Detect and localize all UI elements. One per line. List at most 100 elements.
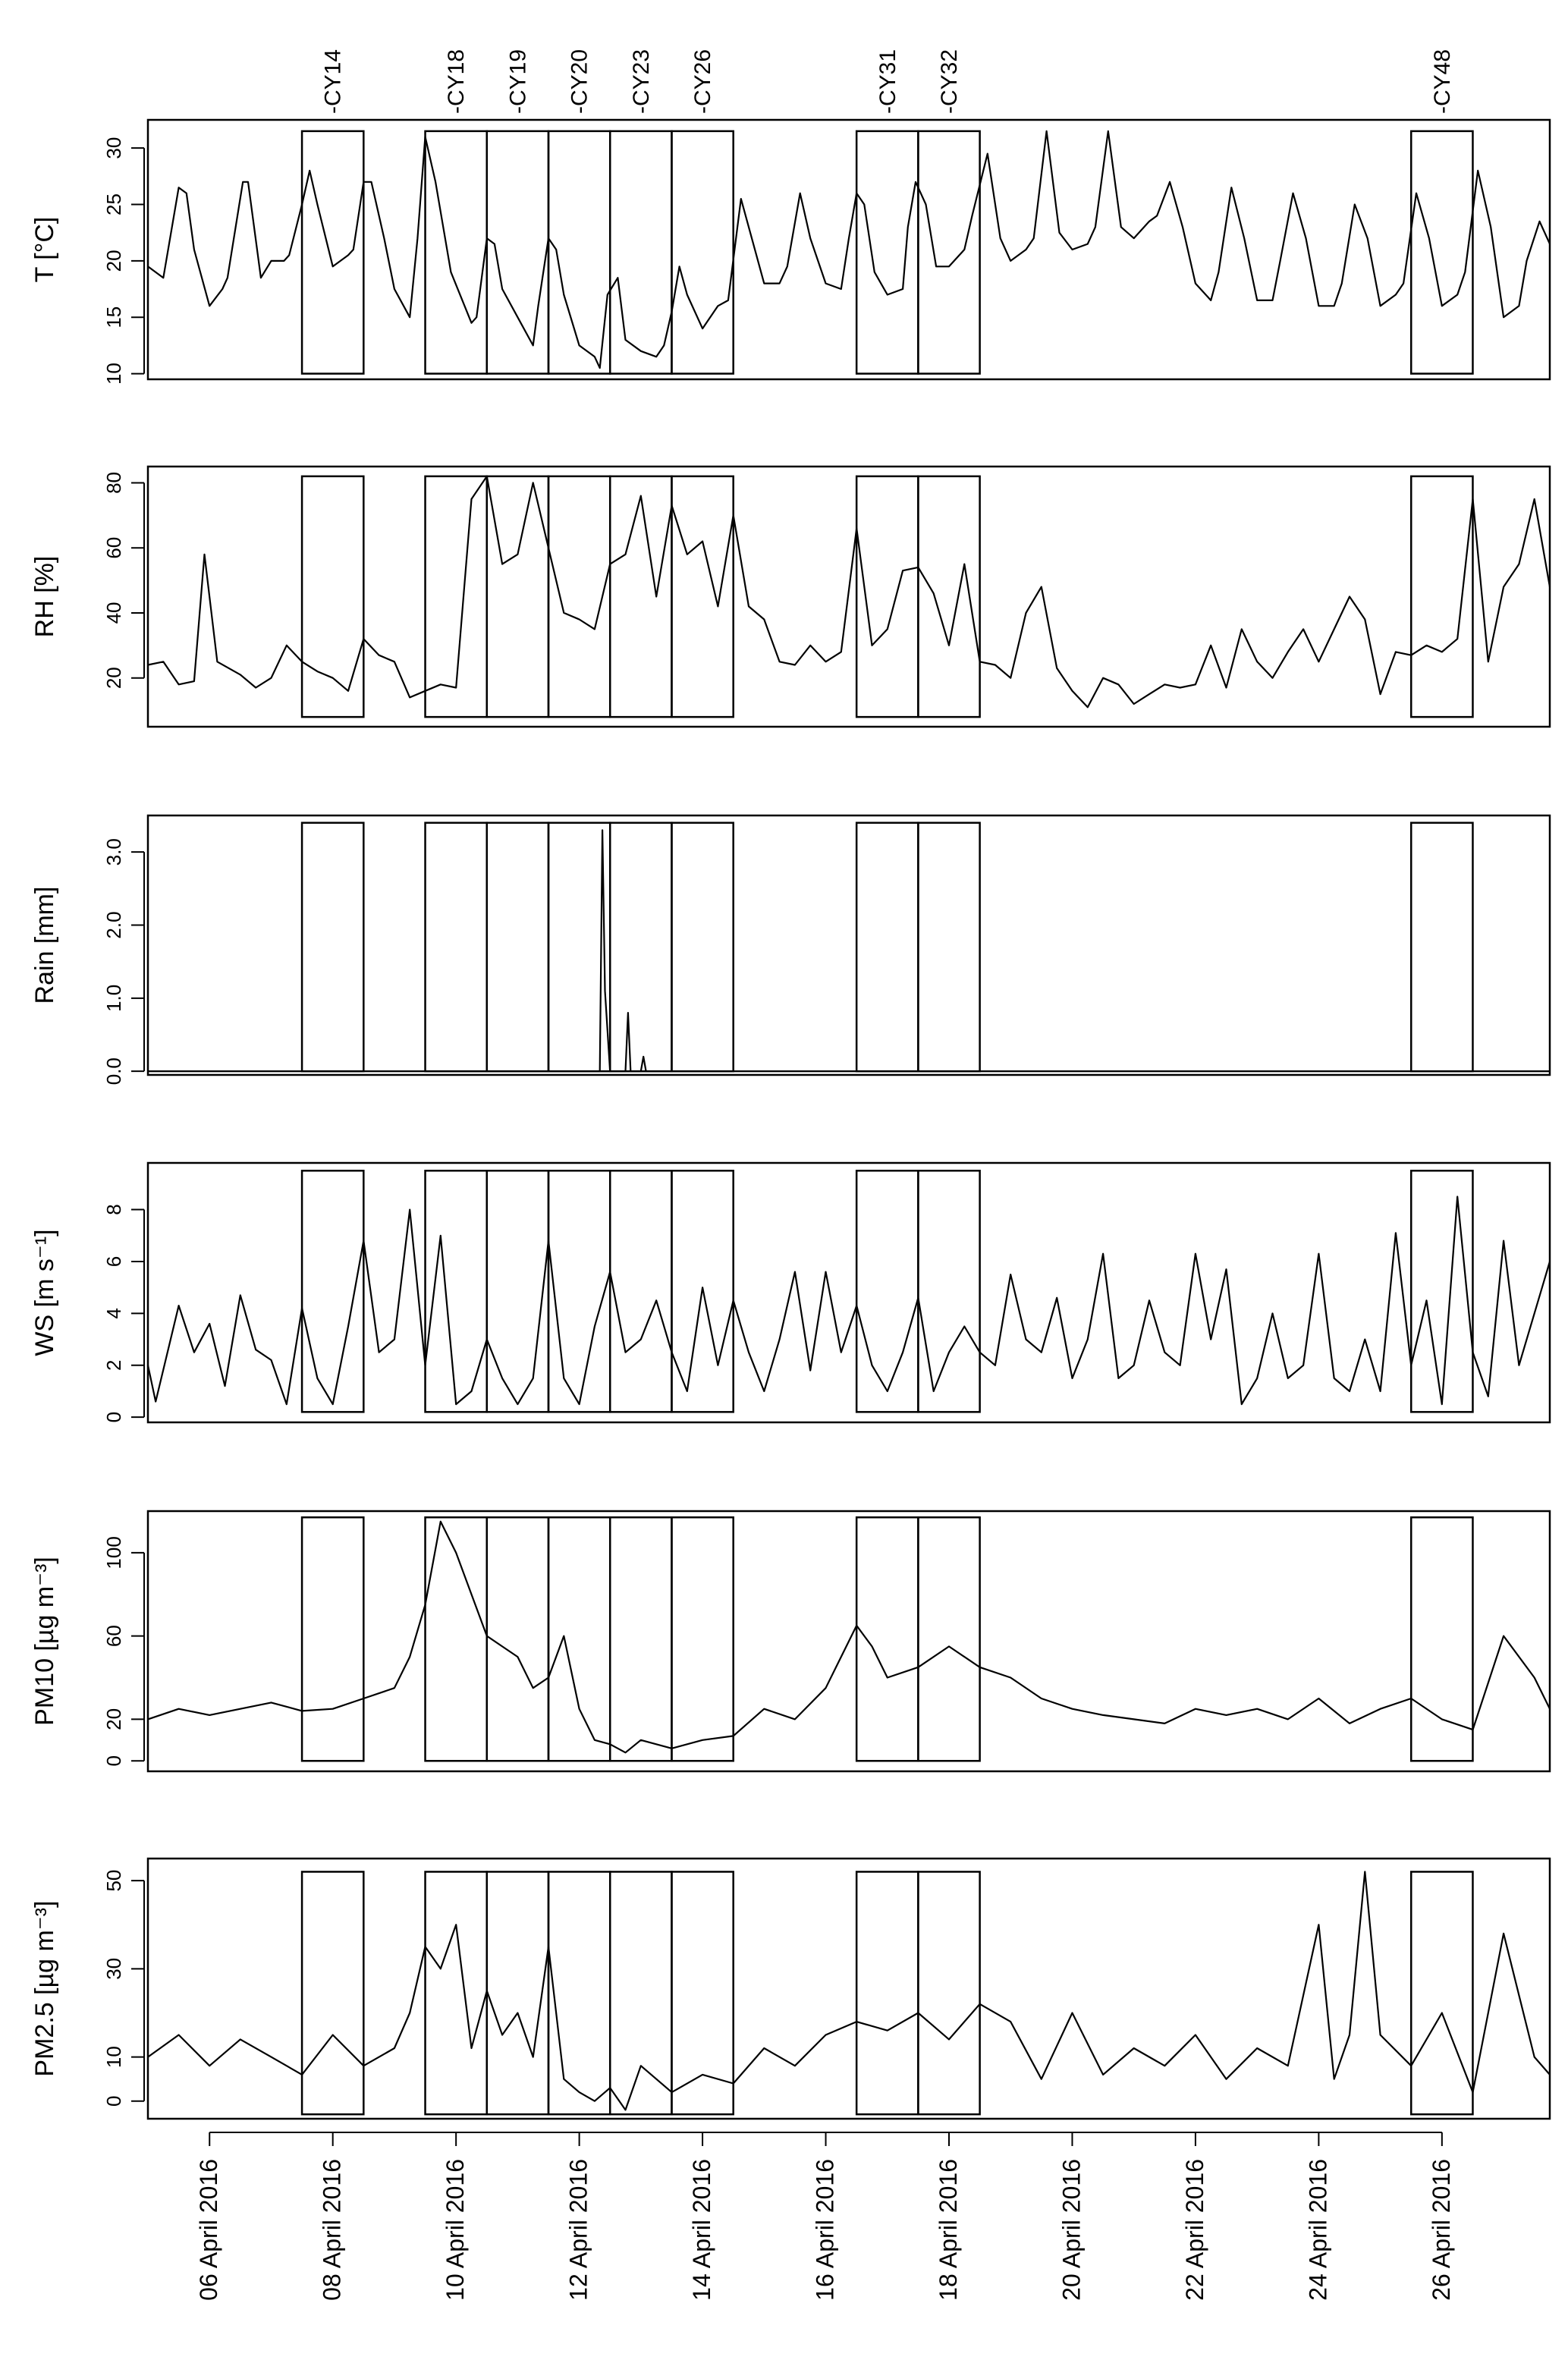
- event-box-PM10: [485, 1516, 550, 1762]
- x-tick-label: 14 April 2016: [688, 2159, 715, 2301]
- event-box-RH: [1409, 475, 1474, 718]
- event-box-PM10: [608, 1516, 673, 1762]
- x-tick-label: 18 April 2016: [935, 2159, 962, 2301]
- event-box-T: [855, 130, 919, 375]
- y-tick-label-Rain: 3.0: [102, 838, 125, 866]
- y-tick-label-T: 30: [102, 137, 125, 159]
- event-box-RH: [547, 475, 611, 718]
- plot-frame-RH: [146, 465, 1551, 728]
- y-tick-label-Rain: 0.0: [102, 1057, 125, 1085]
- event-box-PM10: [671, 1516, 734, 1762]
- y-tick-label-PM10: 60: [102, 1625, 125, 1647]
- x-tick-label: 08 April 2016: [319, 2159, 346, 2301]
- event-box-Rain: [1409, 822, 1474, 1073]
- event-label: -CY23: [629, 49, 654, 114]
- y-tick-label-Rain: 2.0: [102, 911, 125, 938]
- y-tick-label-PM25: 50: [102, 1870, 125, 1892]
- event-box-Rain: [671, 822, 734, 1073]
- y-tick-label-WS: 4: [102, 1308, 125, 1318]
- event-box-T: [608, 130, 673, 375]
- event-box-PM25: [424, 1871, 489, 2116]
- event-box-RH: [917, 475, 981, 718]
- y-tick-label-PM25: 10: [102, 2046, 125, 2068]
- series-line-PM10: [147, 1520, 1551, 1754]
- event-box-PM25: [547, 1871, 611, 2116]
- event-label: -CY18: [444, 49, 469, 114]
- event-box-Rain: [608, 822, 673, 1073]
- plot-frame-T: [146, 118, 1551, 381]
- series-line-RH: [147, 475, 1551, 709]
- event-label: -CY19: [505, 49, 530, 114]
- event-box-T: [424, 130, 489, 375]
- y-tick-label-T: 15: [102, 306, 125, 328]
- y-tick-label-T: 25: [102, 193, 125, 215]
- event-box-T: [547, 130, 611, 375]
- event-box-Rain: [424, 822, 489, 1073]
- y-tick-label-RH: 80: [102, 472, 125, 494]
- event-box-Rain: [485, 822, 550, 1073]
- y-tick-label-RH: 40: [102, 602, 125, 624]
- y-label-T: T [°C]: [30, 217, 59, 283]
- y-label-PM25: PM2.5 [µg m⁻³]: [30, 1900, 59, 2076]
- event-box-WS: [300, 1170, 365, 1413]
- y-tick-label-PM25: 0: [102, 2096, 125, 2107]
- event-box-PM10: [1409, 1516, 1474, 1762]
- plot-frame-WS: [146, 1161, 1551, 1424]
- series-line-WS: [146, 1196, 1551, 1406]
- y-tick-label-T: 20: [102, 250, 125, 272]
- event-box-WS: [855, 1170, 919, 1413]
- y-tick-label-T: 10: [102, 363, 125, 385]
- event-label: -CY48: [1430, 49, 1455, 114]
- y-tick-label-RH: 20: [102, 667, 125, 689]
- y-label-RH: RH [%]: [30, 556, 59, 638]
- series-line-T: [147, 130, 1551, 369]
- y-label-Rain: Rain [mm]: [30, 887, 59, 1004]
- event-box-T: [671, 130, 734, 375]
- y-tick-label-PM25: 30: [102, 1958, 125, 1980]
- event-box-Rain: [917, 822, 981, 1073]
- event-box-PM25: [608, 1871, 673, 2116]
- event-box-WS: [608, 1170, 673, 1413]
- event-box-RH: [608, 475, 673, 718]
- event-box-T: [1409, 130, 1474, 375]
- y-tick-label-Rain: 1.0: [102, 985, 125, 1012]
- series-line-Rain: [148, 829, 1550, 1073]
- event-box-WS: [917, 1170, 981, 1413]
- y-tick-label-WS: 0: [102, 1412, 125, 1422]
- x-tick-label: 06 April 2016: [195, 2159, 222, 2301]
- y-tick-label-WS: 2: [102, 1360, 125, 1371]
- event-box-PM25: [485, 1871, 550, 2116]
- event-box-PM25: [917, 1871, 981, 2116]
- y-tick-label-PM10: 100: [102, 1536, 125, 1569]
- event-box-WS: [485, 1170, 550, 1413]
- event-box-WS: [1409, 1170, 1474, 1413]
- event-box-PM25: [1409, 1871, 1474, 2116]
- x-tick-label: 16 April 2016: [812, 2159, 839, 2301]
- event-box-PM10: [300, 1516, 365, 1762]
- event-box-PM25: [855, 1871, 919, 2116]
- y-tick-label-PM10: 0: [102, 1755, 125, 1766]
- y-tick-label-PM10: 20: [102, 1708, 125, 1730]
- event-box-RH: [671, 475, 734, 718]
- y-tick-label-WS: 8: [102, 1204, 125, 1214]
- x-tick-label: 10 April 2016: [441, 2159, 469, 2301]
- event-box-PM25: [300, 1871, 365, 2116]
- event-box-Rain: [300, 822, 365, 1073]
- event-box-Rain: [855, 822, 919, 1073]
- event-label: -CY31: [875, 49, 900, 114]
- event-box-T: [300, 130, 365, 375]
- y-label-PM10: PM10 [µg m⁻³]: [30, 1557, 59, 1726]
- event-box-T: [917, 130, 981, 375]
- y-label-WS: WS [m s⁻¹]: [30, 1229, 59, 1356]
- event-label: -CY32: [937, 49, 962, 114]
- x-tick-label: 20 April 2016: [1057, 2159, 1085, 2301]
- y-tick-label-WS: 6: [102, 1256, 125, 1267]
- plot-frame-PM25: [146, 1857, 1551, 2120]
- event-label: -CY14: [321, 49, 346, 114]
- event-label: -CY26: [690, 49, 715, 114]
- event-box-PM25: [671, 1871, 734, 2116]
- event-box-WS: [547, 1170, 611, 1413]
- y-tick-label-RH: 60: [102, 537, 125, 559]
